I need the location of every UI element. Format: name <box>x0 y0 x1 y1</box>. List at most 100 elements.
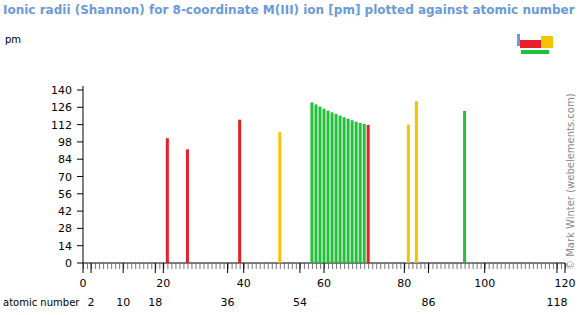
y-tick <box>77 159 83 160</box>
copyright: © Mark Winter (webelements.com) <box>565 93 576 270</box>
x-minor-tick <box>204 263 205 269</box>
x-axis-label: atomic number <box>3 297 80 308</box>
x-minor-tick <box>368 263 369 269</box>
x-minor-tick <box>264 263 265 269</box>
y-tick-label: 126 <box>51 101 72 114</box>
x-minor-tick <box>521 263 522 269</box>
y-tick <box>77 124 83 125</box>
x-tick-label: 80 <box>397 277 411 290</box>
bar <box>278 132 281 263</box>
chart: Ionic radii (Shannon) for 8-coordinate M… <box>0 0 580 315</box>
x-tick-label: 60 <box>317 277 331 290</box>
x-minor-tick <box>167 263 168 269</box>
x-secondary-tick-label: 86 <box>421 296 435 309</box>
x-minor-tick <box>416 263 417 269</box>
x-minor-tick <box>461 263 462 269</box>
x-minor-tick <box>328 263 329 269</box>
x-minor-tick <box>272 263 273 269</box>
x-secondary-tick <box>299 263 300 273</box>
x-tick <box>83 263 84 273</box>
x-minor-tick <box>256 263 257 269</box>
x-minor-tick <box>216 263 217 269</box>
y-tick-label: 14 <box>58 240 72 253</box>
x-tick <box>163 263 164 273</box>
x-minor-tick <box>312 263 313 269</box>
bar <box>343 117 346 263</box>
logo-part <box>521 50 549 54</box>
x-minor-tick <box>493 263 494 269</box>
bar <box>166 138 169 263</box>
x-minor-tick <box>252 263 253 269</box>
x-minor-tick <box>171 263 172 269</box>
x-minor-tick <box>232 263 233 269</box>
y-tick <box>77 228 83 229</box>
x-minor-tick <box>159 263 160 269</box>
logo-part <box>541 36 553 48</box>
x-minor-tick <box>179 263 180 269</box>
x-minor-tick <box>481 263 482 269</box>
bar <box>407 125 410 263</box>
x-minor-tick <box>424 263 425 269</box>
bar <box>347 119 350 263</box>
y-tick <box>77 90 83 91</box>
x-secondary-tick-label: 36 <box>221 296 235 309</box>
x-minor-tick <box>380 263 381 269</box>
x-minor-tick <box>445 263 446 269</box>
x-minor-tick <box>220 263 221 269</box>
bar <box>339 116 342 263</box>
x-minor-tick <box>147 263 148 269</box>
x-minor-tick <box>477 263 478 269</box>
x-minor-tick <box>260 263 261 269</box>
bar <box>314 104 317 263</box>
x-minor-tick <box>316 263 317 269</box>
x-minor-tick <box>489 263 490 269</box>
x-minor-tick <box>440 263 441 269</box>
x-minor-tick <box>119 263 120 269</box>
x-minor-tick <box>388 263 389 269</box>
y-tick <box>77 141 83 142</box>
y-tick-label: 28 <box>58 222 72 235</box>
x-secondary-tick-label: 118 <box>546 296 567 309</box>
x-minor-tick <box>143 263 144 269</box>
x-minor-tick <box>332 263 333 269</box>
x-minor-tick <box>276 263 277 269</box>
x-minor-tick <box>288 263 289 269</box>
x-tick <box>324 263 325 273</box>
bar <box>238 120 241 263</box>
x-minor-tick <box>212 263 213 269</box>
x-minor-tick <box>553 263 554 269</box>
x-secondary-tick-label: 2 <box>88 296 95 309</box>
bar <box>331 112 334 263</box>
bar <box>186 149 189 263</box>
x-minor-tick <box>95 263 96 269</box>
x-secondary-tick-label: 54 <box>293 296 307 309</box>
y-tick-label: 56 <box>58 188 72 201</box>
x-minor-tick <box>87 263 88 269</box>
bar <box>415 101 418 263</box>
x-minor-tick <box>376 263 377 269</box>
bar <box>355 122 358 263</box>
y-axis-label: pm <box>5 34 21 45</box>
y-tick-label: 42 <box>58 205 72 218</box>
x-secondary-tick <box>91 263 92 273</box>
x-minor-tick <box>175 263 176 269</box>
x-minor-tick <box>336 263 337 269</box>
x-minor-tick <box>436 263 437 269</box>
y-tick-label: 112 <box>51 119 72 132</box>
y-axis <box>83 86 84 263</box>
x-minor-tick <box>541 263 542 269</box>
y-tick-label: 0 <box>65 257 72 270</box>
x-minor-tick <box>115 263 116 269</box>
x-minor-tick <box>537 263 538 269</box>
bar <box>318 107 321 263</box>
x-minor-tick <box>296 263 297 269</box>
y-tick-label: 84 <box>58 153 72 166</box>
x-minor-tick <box>99 263 100 269</box>
x-minor-tick <box>183 263 184 269</box>
y-tick-label: 140 <box>51 84 72 97</box>
x-minor-tick <box>268 263 269 269</box>
x-minor-tick <box>284 263 285 269</box>
x-minor-tick <box>208 263 209 269</box>
x-minor-tick <box>280 263 281 269</box>
x-minor-tick <box>199 263 200 269</box>
